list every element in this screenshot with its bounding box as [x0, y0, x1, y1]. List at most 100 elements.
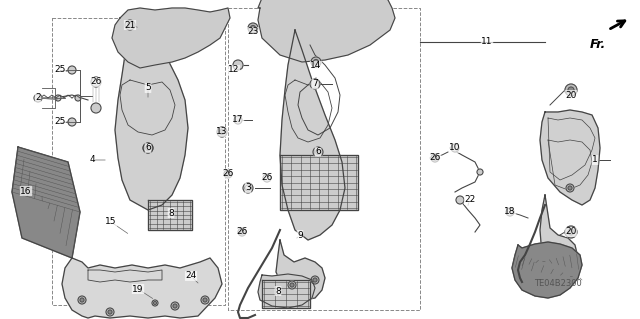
Circle shape [451, 144, 459, 152]
Circle shape [313, 278, 317, 282]
Text: 21: 21 [124, 20, 136, 29]
Text: 10: 10 [449, 144, 461, 152]
Text: 25: 25 [54, 117, 66, 127]
Circle shape [290, 283, 294, 287]
Circle shape [314, 60, 319, 64]
Text: 19: 19 [132, 285, 144, 293]
Circle shape [313, 147, 323, 157]
Circle shape [250, 26, 255, 31]
Polygon shape [512, 242, 582, 298]
Circle shape [203, 298, 207, 302]
Text: 26: 26 [429, 153, 441, 162]
Polygon shape [112, 8, 230, 68]
Circle shape [311, 276, 319, 284]
Circle shape [288, 281, 296, 289]
Text: 14: 14 [310, 62, 322, 70]
Polygon shape [120, 12, 218, 30]
Circle shape [240, 230, 244, 234]
Circle shape [34, 94, 42, 102]
Circle shape [245, 185, 251, 191]
Circle shape [220, 130, 225, 135]
Polygon shape [276, 240, 325, 300]
Text: 17: 17 [232, 115, 244, 124]
Text: 16: 16 [20, 187, 32, 196]
Text: 3: 3 [245, 183, 251, 192]
Text: 20: 20 [565, 91, 577, 100]
Text: 8: 8 [168, 209, 174, 218]
Text: TE04B2300: TE04B2300 [534, 278, 582, 287]
Text: 6: 6 [145, 144, 151, 152]
Circle shape [233, 60, 243, 70]
Text: 18: 18 [504, 207, 516, 217]
Circle shape [568, 87, 574, 93]
Text: 23: 23 [247, 27, 259, 36]
Circle shape [506, 208, 514, 216]
Circle shape [173, 304, 177, 308]
Text: 20: 20 [565, 227, 577, 236]
Polygon shape [540, 110, 600, 205]
Circle shape [568, 186, 572, 190]
Polygon shape [262, 280, 310, 308]
Text: 8: 8 [275, 286, 281, 295]
Text: 5: 5 [145, 84, 151, 93]
Circle shape [477, 169, 483, 175]
Circle shape [80, 298, 84, 302]
Circle shape [125, 20, 135, 30]
Circle shape [456, 196, 464, 204]
Text: 22: 22 [465, 196, 476, 204]
Circle shape [108, 310, 112, 314]
Text: 15: 15 [105, 218, 116, 226]
Circle shape [565, 84, 577, 96]
Circle shape [433, 156, 437, 160]
Text: Fr.: Fr. [590, 38, 606, 51]
Circle shape [234, 116, 242, 124]
Text: 26: 26 [90, 78, 102, 86]
Polygon shape [62, 258, 222, 318]
Circle shape [238, 228, 246, 236]
Circle shape [91, 77, 101, 87]
Circle shape [201, 296, 209, 304]
Polygon shape [148, 200, 192, 230]
Circle shape [263, 174, 271, 182]
Circle shape [226, 172, 230, 176]
Circle shape [91, 103, 101, 113]
Circle shape [75, 95, 81, 101]
Polygon shape [12, 147, 80, 258]
Circle shape [55, 95, 61, 101]
Circle shape [217, 127, 227, 137]
Circle shape [154, 301, 157, 305]
Text: 7: 7 [312, 79, 318, 88]
Text: 11: 11 [481, 38, 493, 47]
Text: 26: 26 [261, 174, 273, 182]
Text: 6: 6 [315, 147, 321, 157]
Circle shape [248, 23, 258, 33]
Circle shape [68, 66, 76, 74]
Circle shape [78, 296, 86, 304]
Circle shape [127, 23, 132, 27]
Polygon shape [280, 155, 358, 210]
Text: 9: 9 [297, 231, 303, 240]
Circle shape [566, 184, 574, 192]
Text: 25: 25 [54, 65, 66, 75]
Text: 26: 26 [222, 169, 234, 179]
Text: 13: 13 [216, 128, 228, 137]
Polygon shape [280, 30, 345, 240]
Text: 24: 24 [186, 271, 196, 280]
Circle shape [310, 79, 320, 89]
Text: 1: 1 [592, 155, 598, 165]
Circle shape [431, 154, 439, 162]
Text: 4: 4 [89, 155, 95, 165]
Polygon shape [258, 0, 395, 62]
Circle shape [143, 143, 153, 153]
Polygon shape [540, 195, 578, 280]
Circle shape [568, 229, 574, 235]
Circle shape [316, 150, 321, 154]
Circle shape [68, 118, 76, 126]
Circle shape [145, 145, 150, 151]
Circle shape [171, 302, 179, 310]
Polygon shape [258, 274, 315, 308]
Polygon shape [115, 28, 188, 210]
Text: 2: 2 [35, 93, 41, 102]
Circle shape [311, 57, 321, 67]
Text: 26: 26 [236, 227, 248, 236]
